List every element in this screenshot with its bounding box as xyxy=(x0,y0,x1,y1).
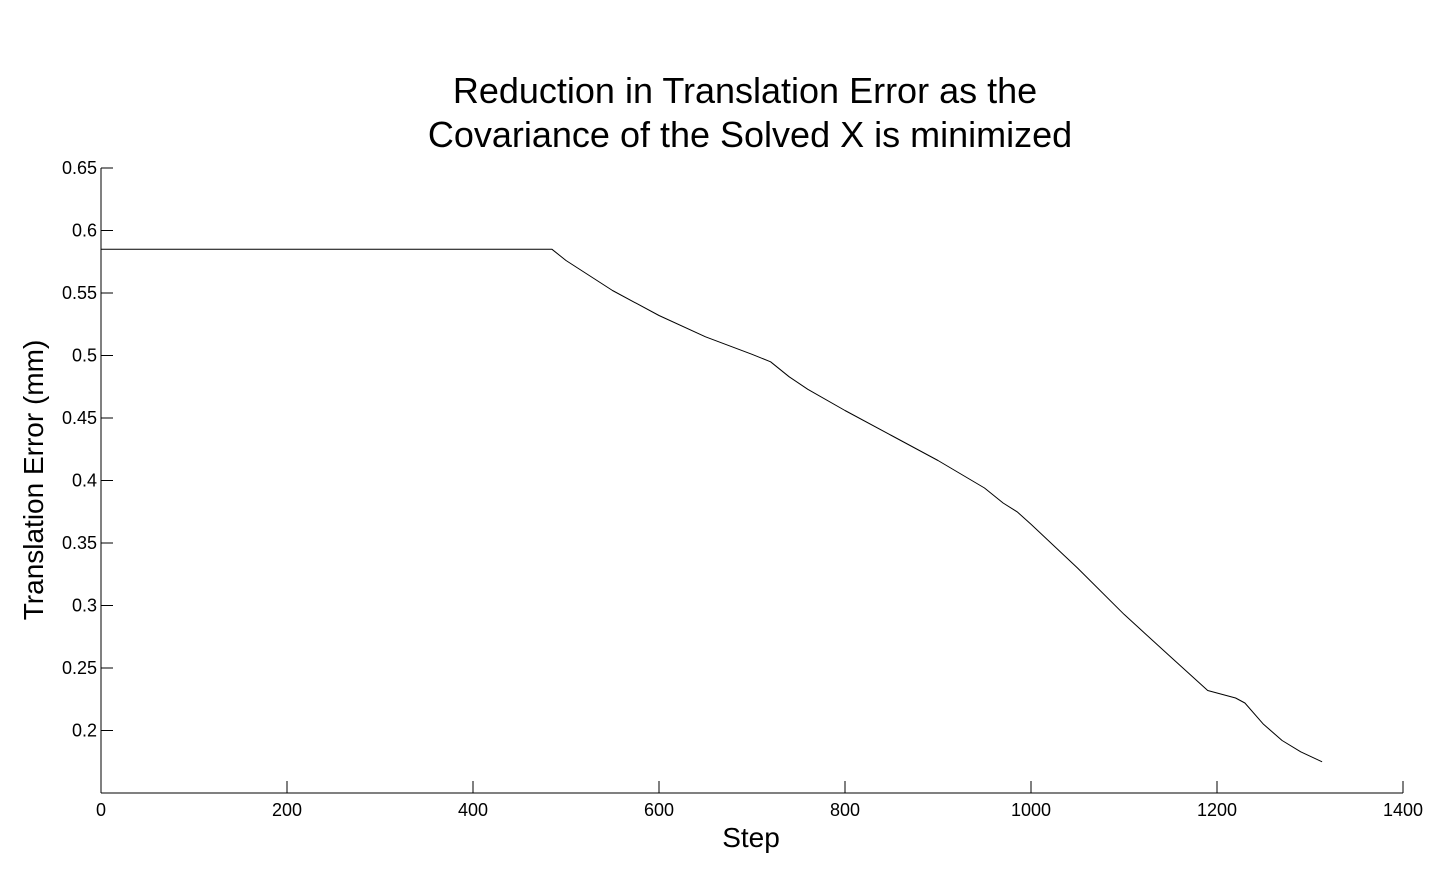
y-tick-label: 0.55 xyxy=(62,283,97,303)
y-tick-label: 0.35 xyxy=(62,533,97,553)
chart-title-line-1: Reduction in Translation Error as the xyxy=(453,70,1037,111)
x-tick-label: 0 xyxy=(96,800,106,820)
y-tick-label: 0.5 xyxy=(72,346,97,366)
x-tick-label: 1400 xyxy=(1383,800,1423,820)
y-tick-label: 0.45 xyxy=(62,408,97,428)
plot-series xyxy=(101,248,1323,763)
y-tick-label: 0.4 xyxy=(72,471,97,491)
chart-title-line-2: Covariance of the Solved X is minimized xyxy=(428,114,1072,155)
y-tick-label: 0.6 xyxy=(72,221,97,241)
y-axis-label: Translation Error (mm) xyxy=(18,340,49,621)
x-tick-label: 200 xyxy=(272,800,302,820)
series-line-1 xyxy=(101,248,1323,763)
x-tick-label: 400 xyxy=(458,800,488,820)
x-tick-label: 1200 xyxy=(1197,800,1237,820)
x-tick-label: 1000 xyxy=(1011,800,1051,820)
x-tick-label: 800 xyxy=(830,800,860,820)
y-tick-label: 0.65 xyxy=(62,158,97,178)
x-tick-label: 600 xyxy=(644,800,674,820)
plot-axes: 0 200 400 600 800 1000 1200 1400 0.2 0.25 0.3 0.35 0… xyxy=(62,158,1423,820)
x-axis-label: Step xyxy=(722,822,780,853)
y-tick-label: 0.2 xyxy=(72,721,97,741)
y-tick-label: 0.25 xyxy=(62,658,97,678)
y-tick-label: 0.3 xyxy=(72,596,97,616)
